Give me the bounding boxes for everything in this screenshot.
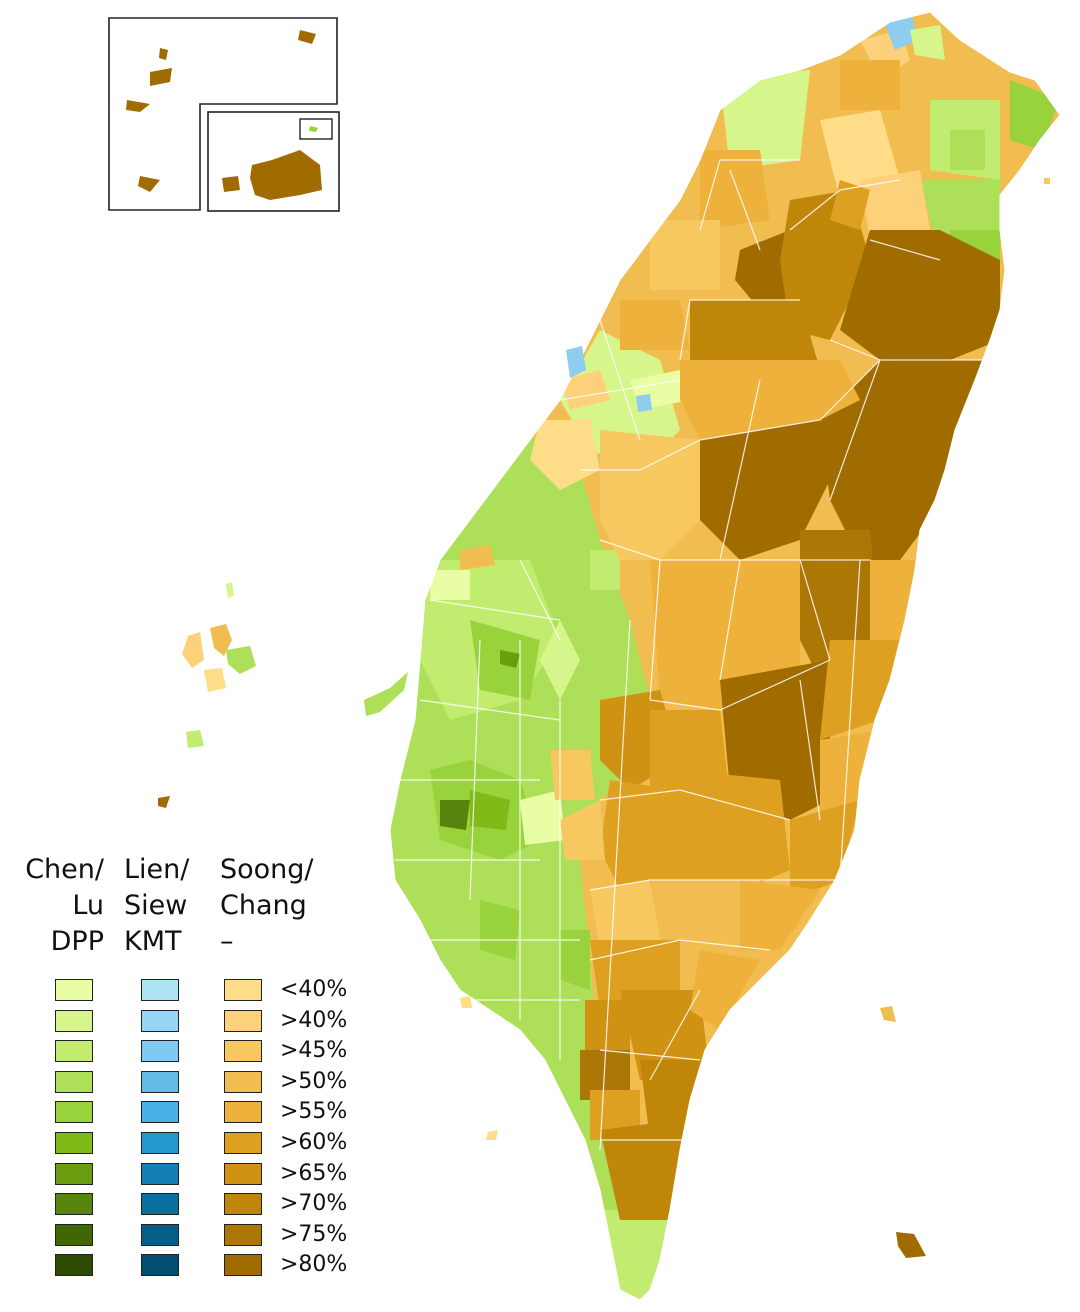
legend-threshold-label: >75% — [280, 1221, 348, 1247]
legend-swatch-dpp — [55, 1070, 93, 1093]
legend-swatch-kmt — [141, 1009, 179, 1032]
legend-threshold-label: >45% — [280, 1038, 348, 1064]
legend-swatch-kmt — [141, 1162, 179, 1185]
legend-swatch-dpp — [55, 1254, 93, 1277]
legend-swatch-soong — [224, 1223, 262, 1246]
legend-swatch-kmt — [141, 1254, 179, 1277]
legend-swatch-soong — [224, 1193, 262, 1216]
legend-threshold-label: >50% — [280, 1068, 348, 1094]
legend-candidate-name: Chen/ — [25, 854, 104, 885]
legend-party-name: – — [220, 926, 234, 957]
legend-threshold-label: <40% — [280, 977, 348, 1002]
legend-swatch-kmt — [141, 1132, 179, 1154]
legend-swatch-soong — [224, 1070, 262, 1093]
legend-threshold-label: >80% — [280, 1252, 348, 1278]
legend-candidate-name: Soong/ — [220, 854, 314, 885]
legend-swatch-dpp — [55, 1162, 93, 1185]
legend-swatch-dpp — [55, 1040, 93, 1063]
legend-swatch-dpp — [55, 1009, 93, 1032]
legend-swatch-dpp — [55, 1132, 93, 1154]
legend-swatch-kmt — [141, 1223, 179, 1246]
legend-candidate-name: Lien/ — [124, 854, 190, 885]
legend-header-chen-lu: Chen/ Lu DPP — [14, 852, 104, 960]
legend-candidate-name: Lu — [72, 890, 104, 921]
legend-candidate-name: Siew — [124, 890, 188, 921]
legend-swatch-dpp — [55, 1101, 93, 1124]
legend-threshold-label: >65% — [280, 1160, 348, 1186]
legend-swatch-soong — [224, 1040, 262, 1063]
legend-swatch-soong — [224, 1009, 262, 1032]
legend-swatch-kmt — [141, 1070, 179, 1093]
legend-swatch-kmt — [141, 979, 179, 1001]
legend-swatch-soong — [224, 1101, 262, 1124]
legend-swatch-dpp — [55, 979, 93, 1001]
eastern-islands — [364, 178, 1050, 1258]
taiwan-main-island — [389, 11, 1061, 1301]
legend-swatch-soong — [224, 979, 262, 1001]
inset-islands-box — [108, 17, 340, 212]
penghu-islands — [158, 582, 256, 808]
legend-threshold-label: >40% — [280, 1007, 348, 1033]
legend-swatch-soong — [224, 1132, 262, 1154]
legend-header-lien-siew: Lien/ Siew KMT — [124, 852, 189, 960]
legend-threshold-label: >55% — [280, 1099, 348, 1125]
legend-swatch-kmt — [141, 1101, 179, 1124]
legend-swatch-dpp — [55, 1193, 93, 1216]
legend-threshold-label: >70% — [280, 1191, 348, 1217]
legend-header-soong-chang: Soong/ Chang – — [220, 852, 314, 960]
legend-swatch-dpp — [55, 1223, 93, 1246]
legend-threshold-label: >60% — [280, 1130, 348, 1155]
legend-party-name: KMT — [124, 926, 182, 957]
legend-swatch-soong — [224, 1162, 262, 1185]
legend-swatch-kmt — [141, 1040, 179, 1063]
legend-swatch-kmt — [141, 1193, 179, 1216]
legend-swatch-soong — [224, 1254, 262, 1277]
legend-party-name: DPP — [50, 926, 104, 957]
legend-candidate-name: Chang — [220, 890, 307, 921]
